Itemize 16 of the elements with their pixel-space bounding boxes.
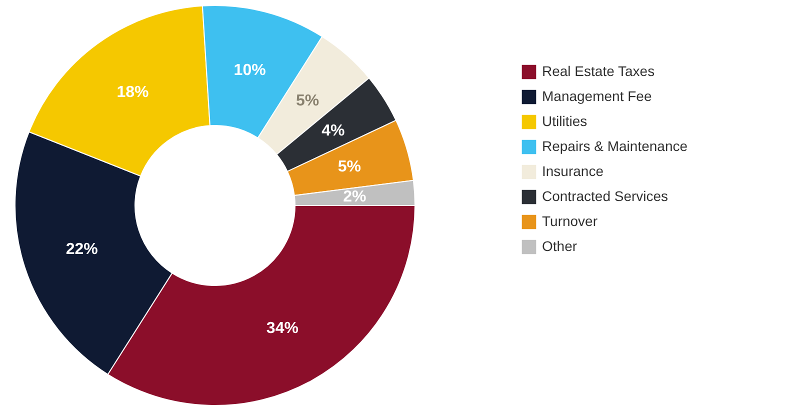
data-label: 22% bbox=[66, 240, 98, 258]
legend-label: Repairs & Maintenance bbox=[542, 138, 688, 154]
legend-label: Insurance bbox=[542, 163, 604, 179]
data-label: 2% bbox=[343, 188, 366, 206]
data-label: 4% bbox=[322, 122, 345, 140]
legend-label: Utilities bbox=[542, 113, 588, 129]
data-label: 5% bbox=[296, 92, 320, 110]
legend-label: Real Estate Taxes bbox=[542, 63, 655, 79]
legend-label: Management Fee bbox=[542, 88, 652, 104]
legend-label: Other bbox=[542, 238, 578, 254]
data-label: 18% bbox=[116, 84, 149, 102]
data-label: 10% bbox=[234, 62, 266, 79]
data-label: 34% bbox=[266, 320, 298, 338]
data-label: 5% bbox=[338, 158, 362, 176]
legend-label: Contracted Services bbox=[542, 188, 668, 204]
legend-label: Turnover bbox=[542, 213, 598, 229]
